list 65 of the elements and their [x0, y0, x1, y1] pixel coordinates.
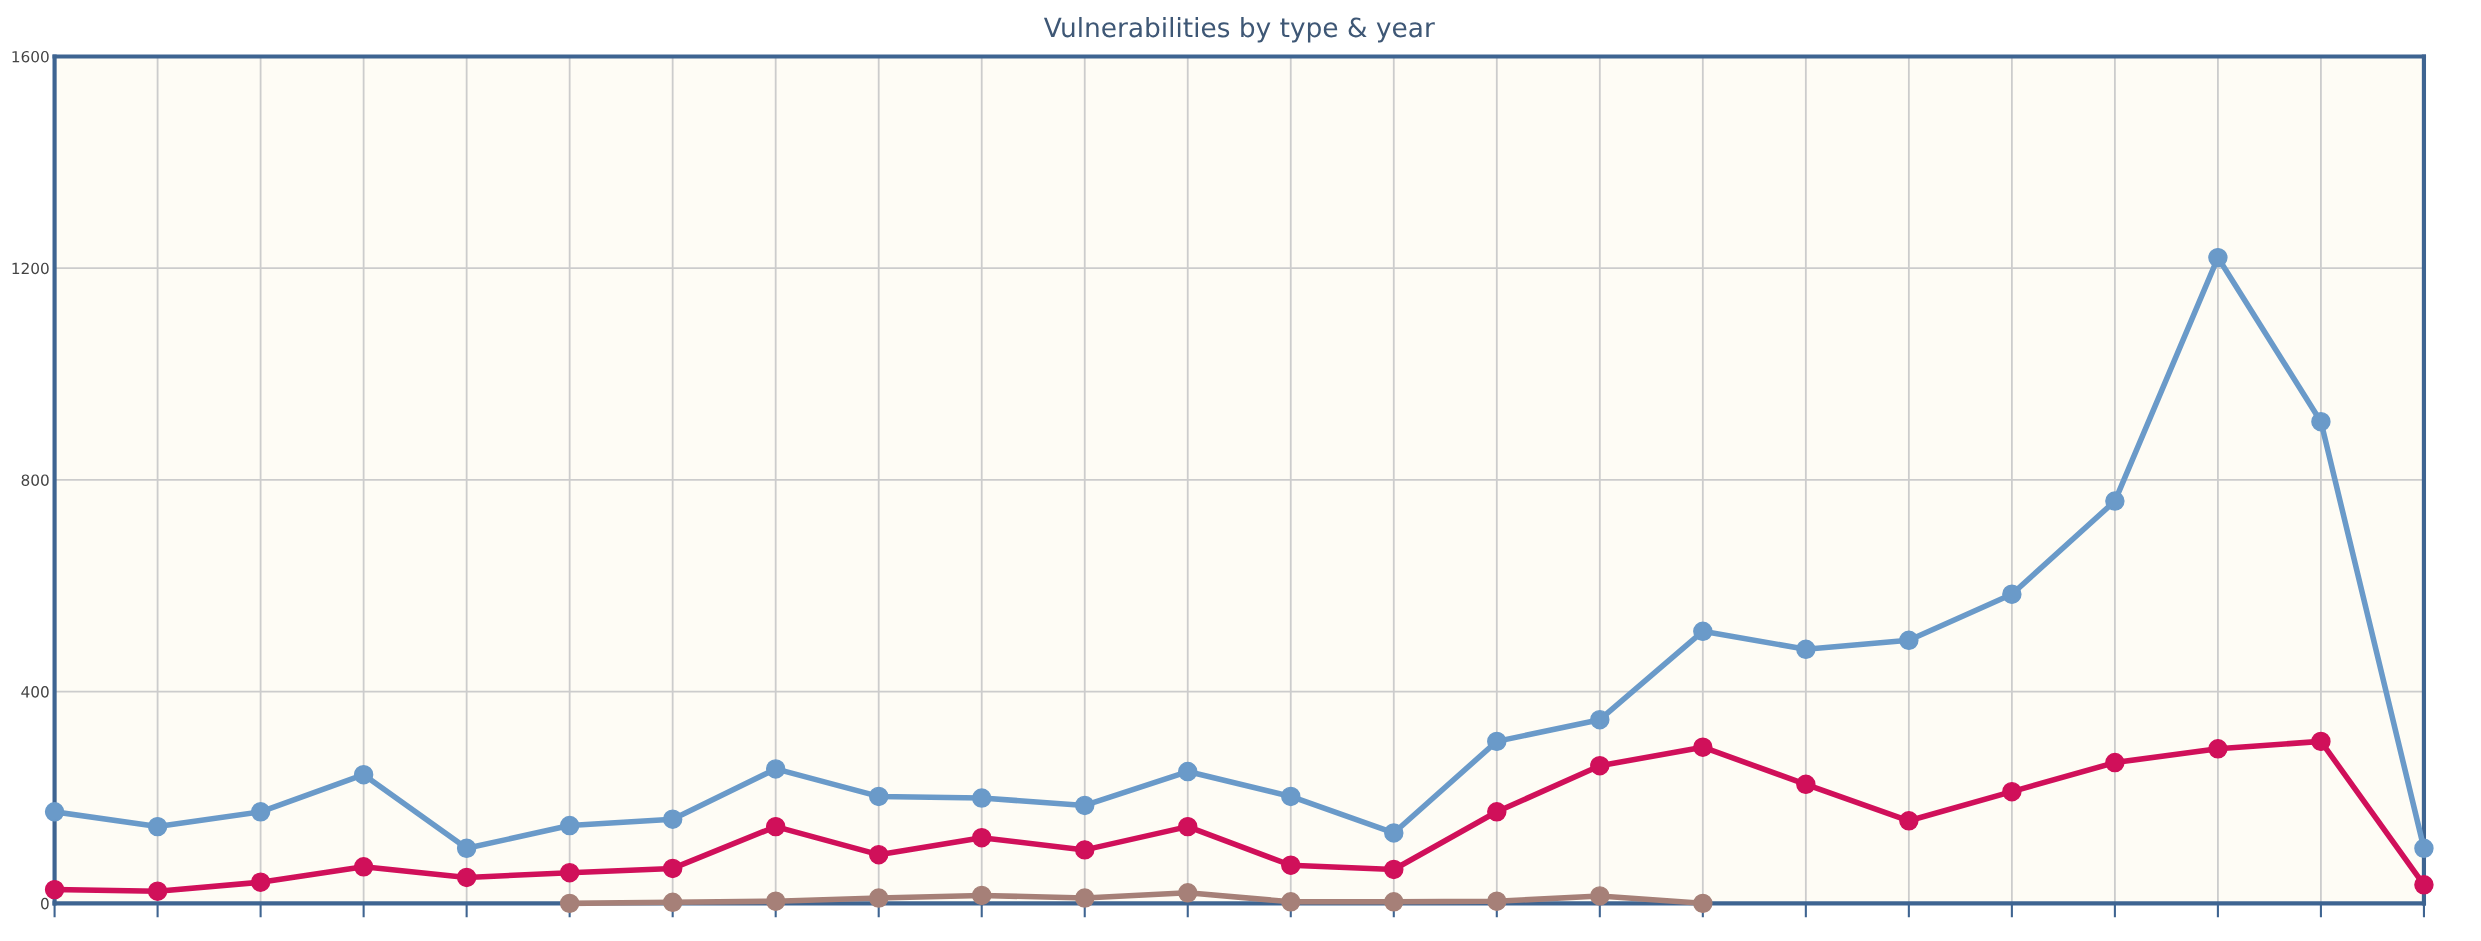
point [662, 892, 683, 913]
point [868, 888, 889, 908]
point [1075, 795, 1095, 816]
point [765, 816, 786, 837]
point [1590, 709, 1610, 730]
point [1384, 859, 1404, 880]
point [147, 816, 168, 837]
point [2208, 247, 2228, 268]
point [1178, 883, 1198, 903]
point [2414, 875, 2434, 895]
y-tick-label: 800 [21, 474, 49, 486]
point [1487, 731, 1507, 752]
point [971, 788, 992, 808]
y-tick-label: 400 [21, 686, 49, 698]
point [765, 759, 786, 779]
point [1693, 737, 1713, 757]
point [765, 891, 786, 911]
point [868, 786, 889, 807]
point [1487, 891, 1507, 911]
point [1796, 639, 1816, 660]
point [559, 815, 580, 836]
y-tick-label: 0 [41, 897, 49, 910]
point [147, 881, 168, 901]
point [559, 862, 580, 883]
y-tick-label: 1600 [12, 50, 49, 63]
point [1899, 811, 1919, 831]
point [2002, 781, 2022, 802]
point [971, 885, 992, 906]
point [1693, 621, 1713, 642]
point [1487, 802, 1507, 822]
chart-title: Vulnerabilities by type & year [1043, 16, 1435, 43]
point [1693, 893, 1713, 914]
point [44, 802, 65, 822]
point [1281, 855, 1301, 875]
point [1281, 786, 1301, 807]
point [2414, 838, 2434, 859]
point [2105, 752, 2125, 773]
point [1178, 816, 1198, 837]
point [662, 858, 683, 879]
point [353, 765, 374, 785]
point [2311, 731, 2331, 752]
point [2208, 739, 2228, 759]
y-tick-label: 1200 [12, 262, 49, 275]
point [250, 802, 271, 822]
point [1075, 888, 1095, 908]
point [1075, 840, 1095, 860]
point [2311, 411, 2331, 432]
point [868, 844, 889, 865]
point [1590, 886, 1610, 906]
point [2105, 491, 2125, 511]
point [559, 893, 580, 914]
point [1590, 756, 1610, 776]
point [456, 867, 477, 888]
point [1281, 892, 1301, 912]
point [1796, 774, 1816, 794]
point [1899, 630, 1919, 651]
point [250, 872, 271, 892]
point [1384, 892, 1404, 912]
point [1178, 761, 1198, 782]
point [1384, 823, 1404, 843]
point [971, 828, 992, 848]
point [353, 857, 374, 877]
point [456, 838, 477, 859]
point [2002, 584, 2022, 604]
point [662, 809, 683, 829]
